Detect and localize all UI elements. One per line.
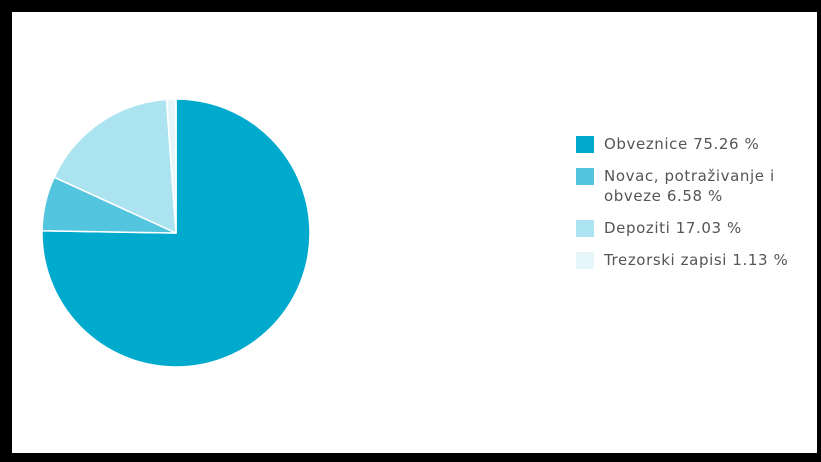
legend-item-obveznice[interactable]: Obveznice 75.26 % — [576, 134, 811, 154]
legend-swatch — [576, 220, 594, 237]
legend-label: Trezorski zapisi — [604, 251, 728, 269]
legend-value: 6.58 % — [666, 187, 723, 205]
legend-value: 17.03 % — [675, 219, 742, 237]
legend-swatch — [576, 168, 594, 185]
legend-swatch — [576, 136, 594, 153]
legend-label: Depoziti — [604, 219, 671, 237]
legend-item-novac[interactable]: Novac, potraživanje i obveze 6.58 % — [576, 166, 811, 206]
legend-item-depoziti[interactable]: Depoziti 17.03 % — [576, 218, 811, 238]
pie-slice-depoziti[interactable] — [53, 98, 177, 234]
chart-legend: Obveznice 75.26 % Novac, potraživanje i … — [576, 134, 811, 282]
legend-label: Obveznice — [604, 135, 688, 153]
legend-value: 75.26 % — [693, 135, 760, 153]
legend-swatch — [576, 252, 594, 269]
pie-slice-trezorski-zapisi[interactable] — [165, 98, 177, 234]
legend-label: Novac, potraživanje i obveze — [604, 167, 775, 205]
legend-value: 1.13 % — [732, 251, 789, 269]
legend-item-trezorski-zapisi[interactable]: Trezorski zapisi 1.13 % — [576, 250, 811, 270]
